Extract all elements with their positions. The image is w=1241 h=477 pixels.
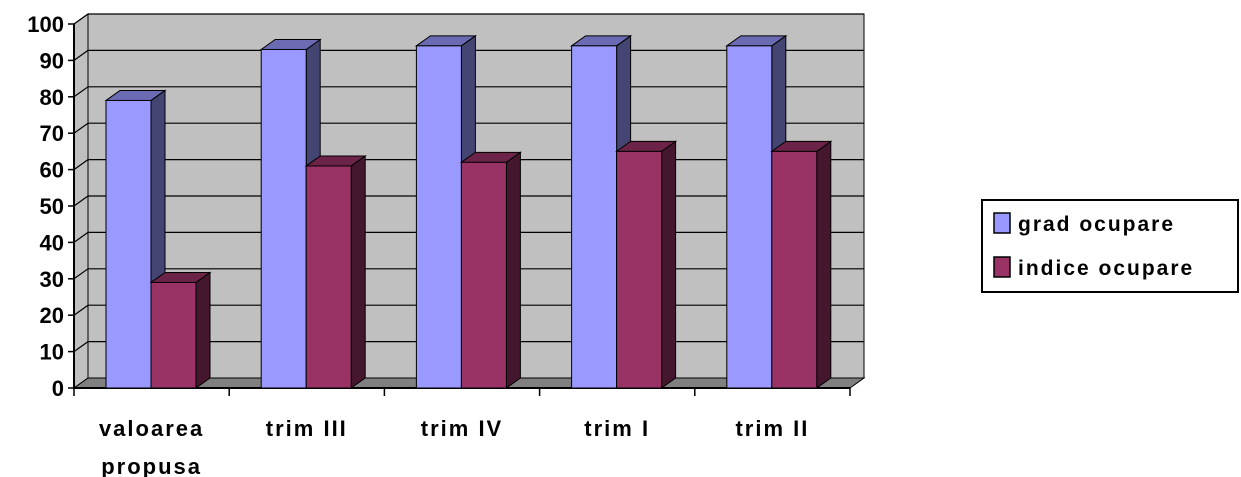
bar-side [505,151,521,389]
gridline [73,13,864,25]
legend-swatch [993,212,1011,234]
x-tick-label: propusa [101,454,202,477]
bar-side [195,271,211,389]
bar-front [415,45,462,389]
bar [414,34,477,389]
bar-front [616,150,663,389]
x-axis-labels: valoarea propusa trim III trim IV trim I trim… [99,416,809,477]
y-tick-label: 50 [40,194,64,219]
legend-box [981,199,1239,293]
legend: grad ocupare indice ocupare [981,199,1239,293]
y-tick-label: 90 [40,48,64,73]
bar [304,154,367,389]
bar-front [460,161,507,389]
bar-front [726,45,773,389]
bar-front [771,150,818,389]
y-axis-ticks: 0 10 20 30 40 50 60 70 80 90 100 [27,12,74,401]
bar [770,140,833,389]
x-tick-label: trim III [266,416,348,441]
legend-swatch [993,256,1011,278]
y-tick-label: 30 [40,267,64,292]
y-tick-label: 70 [40,121,64,146]
x-tick-label: trim I [584,416,650,441]
legend-label: grad ocupare [1018,213,1175,236]
bar [459,151,522,389]
x-tick-label: trim II [735,416,809,441]
y-tick-label: 40 [40,230,64,255]
y-tick-label: 80 [40,85,64,110]
bar-side [816,140,832,389]
y-tick-label: 20 [40,303,64,328]
bar-front [571,45,618,389]
y-tick-label: 10 [40,340,64,365]
y-tick-label: 0 [52,376,64,401]
bar-front [305,165,352,389]
y-tick-label: 60 [40,158,64,183]
bar-front [260,48,307,389]
bar [615,140,678,389]
bar-front [105,99,152,389]
bar [149,271,212,389]
bar-side [661,140,677,389]
bar-front [150,281,197,389]
y-tick-label: 100 [27,12,64,37]
bar-side [350,154,366,389]
x-tick-label: trim IV [421,416,503,441]
bar [104,89,167,389]
x-tick-label: valoarea [99,416,204,441]
legend-label: indice ocupare [1018,257,1194,280]
bars [104,34,833,389]
